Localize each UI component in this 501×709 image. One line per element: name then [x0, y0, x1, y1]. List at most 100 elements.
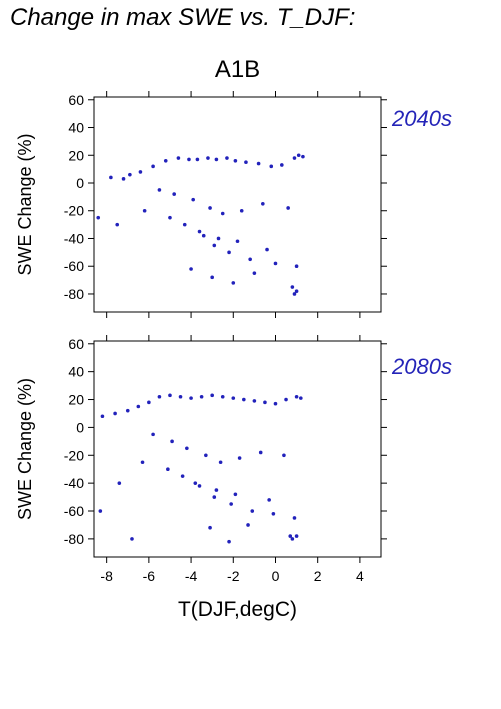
y-tick-label: -40 — [64, 475, 84, 491]
data-point — [147, 400, 151, 405]
data-point — [189, 267, 193, 271]
y-tick-label: -80 — [64, 531, 84, 547]
panel-label-2040s: 2040s — [392, 106, 452, 131]
data-point — [151, 432, 155, 437]
data-point — [282, 453, 286, 458]
data-point — [244, 160, 248, 164]
data-point — [185, 446, 189, 451]
y-tick-label: -80 — [64, 286, 84, 302]
y-axis-label: SWE Change (%) — [15, 133, 35, 275]
data-point — [273, 401, 278, 406]
data-point — [187, 157, 191, 162]
data-point — [204, 453, 208, 458]
y-tick-label: 20 — [68, 147, 84, 163]
data-point — [227, 539, 231, 544]
data-point — [195, 157, 200, 162]
data-point — [191, 197, 195, 202]
data-point — [218, 460, 223, 465]
y-tick-label: -20 — [64, 203, 84, 219]
data-point — [157, 394, 162, 399]
data-point — [256, 161, 261, 166]
data-point — [142, 208, 147, 213]
data-point — [246, 523, 250, 527]
data-point — [294, 264, 299, 269]
x-axis-label: T(DJF,degC) — [178, 598, 297, 621]
y-tick-label: 20 — [68, 392, 84, 408]
data-point — [242, 397, 246, 402]
data-point — [128, 172, 132, 177]
y-tick-label: -60 — [64, 503, 84, 519]
data-point — [296, 153, 301, 158]
y-tick-label: 40 — [68, 364, 84, 380]
data-point — [290, 537, 295, 541]
data-point — [273, 261, 278, 266]
data-point — [239, 208, 244, 213]
data-point — [208, 525, 212, 530]
figure-title: Change in max SWE vs. T_DJF: — [10, 4, 356, 31]
x-tick-label: -8 — [100, 568, 113, 584]
data-point — [166, 467, 170, 472]
data-point — [117, 481, 122, 485]
data-point — [172, 192, 176, 196]
data-point — [140, 460, 145, 465]
x-tick-label: 4 — [356, 568, 364, 584]
data-point — [227, 250, 231, 255]
data-point — [284, 397, 288, 402]
data-point — [220, 211, 225, 216]
data-point — [210, 275, 214, 280]
panel-label-2080s: 2080s — [392, 354, 452, 379]
data-point — [197, 229, 202, 234]
data-point — [280, 163, 284, 167]
y-tick-label: -20 — [64, 447, 84, 463]
data-point — [96, 215, 101, 220]
data-point — [193, 481, 198, 485]
data-point — [208, 206, 212, 210]
data-point — [290, 285, 295, 289]
y-tick-label: -40 — [64, 230, 84, 246]
data-point — [168, 215, 172, 220]
data-point — [151, 164, 155, 169]
data-point — [267, 498, 271, 502]
data-point — [250, 509, 255, 513]
data-point — [212, 495, 217, 499]
plot-frame — [93, 340, 382, 558]
y-tick-label: 60 — [68, 92, 84, 108]
data-point — [299, 396, 303, 400]
data-point — [301, 154, 305, 159]
data-point — [220, 394, 225, 399]
plot-frame — [93, 96, 382, 313]
data-point — [168, 393, 172, 398]
data-point — [294, 394, 299, 399]
data-point — [100, 414, 105, 419]
data-point — [206, 156, 210, 160]
data-point — [176, 156, 181, 160]
y-axis-label: SWE Change (%) — [15, 378, 35, 520]
data-point — [231, 281, 236, 285]
data-point — [216, 236, 221, 241]
data-point — [286, 206, 290, 210]
data-point — [157, 188, 162, 192]
data-point — [125, 408, 130, 413]
data-point — [271, 512, 276, 516]
data-point — [115, 222, 120, 227]
y-tick-label: 0 — [76, 419, 84, 435]
y-tick-label: 0 — [76, 175, 84, 191]
data-point — [269, 164, 274, 169]
data-point — [113, 411, 117, 416]
data-point — [292, 292, 297, 296]
data-point — [237, 456, 242, 460]
data-point — [121, 177, 126, 181]
data-point — [98, 509, 103, 513]
data-point — [178, 394, 183, 399]
data-point — [263, 400, 267, 405]
data-point — [210, 393, 214, 398]
data-point — [231, 396, 236, 400]
data-point — [163, 159, 168, 163]
scenario-title: A1B — [214, 56, 261, 83]
data-point — [233, 159, 238, 163]
data-point — [180, 474, 185, 478]
data-point — [292, 156, 297, 160]
data-point — [212, 243, 217, 248]
y-tick-label: 60 — [68, 336, 84, 352]
